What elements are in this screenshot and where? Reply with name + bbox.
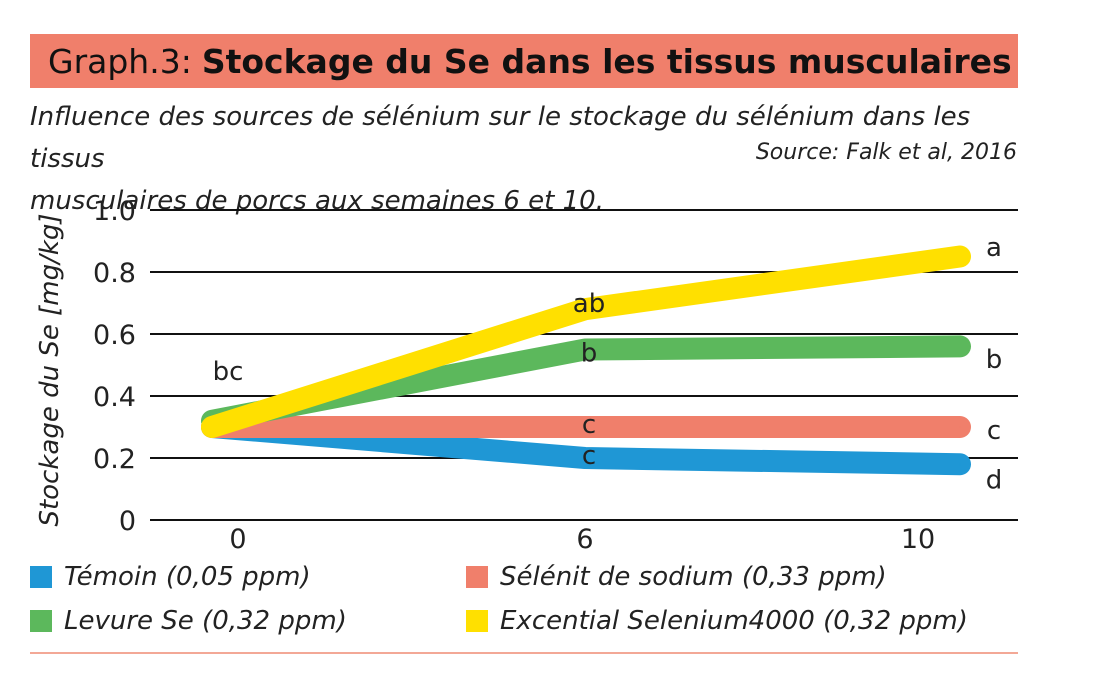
chart-subtitle-line1: Influence des sources de sélénium sur le… [30, 102, 971, 174]
significance-label: b [581, 339, 598, 369]
y-tick-label: 0.8 [93, 258, 136, 289]
legend-item: Excential Selenium4000 (0,32 ppm) [466, 606, 968, 636]
significance-label: c [582, 441, 596, 471]
legend-item: Sélénit de sodium (0,33 ppm) [466, 562, 887, 592]
significance-label: c [582, 410, 596, 440]
legend-label: Témoin (0,05 ppm) [64, 562, 311, 592]
legend-swatch [466, 566, 488, 588]
chart-title-prefix: Graph.3: [48, 41, 192, 81]
series-point [211, 426, 213, 428]
legend-swatch [466, 610, 488, 632]
bottom-divider [30, 652, 1018, 654]
chart-title: Stockage du Se dans les tissus musculair… [201, 41, 1012, 81]
series-point [959, 345, 961, 348]
series-point [959, 426, 961, 428]
significance-label: bc [213, 357, 244, 387]
legend-item: Levure Se (0,32 ppm) [30, 606, 347, 636]
significance-label: d [986, 466, 1003, 496]
x-tick-label: 6 [576, 524, 593, 555]
y-axis-label: Stockage du Se [mg/kg] [35, 213, 65, 526]
chart-title-bar: Graph.3: Stockage du Se dans les tissus … [30, 34, 1018, 88]
y-tick-label: 0.4 [93, 382, 136, 413]
x-tick-label: 10 [901, 524, 935, 555]
legend-label: Levure Se (0,32 ppm) [64, 606, 347, 636]
series-point [584, 426, 586, 428]
series-point [584, 457, 586, 459]
series-point [959, 463, 961, 466]
legend-swatch [30, 610, 52, 632]
legend-swatch [30, 566, 52, 588]
significance-label: a [986, 233, 1002, 263]
series-point [584, 308, 586, 311]
series-point [959, 255, 961, 258]
y-tick-label: 0.6 [93, 320, 136, 351]
chart-subtitle: Influence des sources de sélénium sur le… [30, 96, 1020, 222]
y-tick-label: 0.2 [93, 444, 136, 475]
y-tick-label: 0 [119, 506, 136, 537]
significance-label: c [987, 416, 1001, 446]
legend-item: Témoin (0,05 ppm) [30, 562, 311, 592]
chart-source: Source: Falk et al, 2016 [755, 140, 1017, 165]
y-tick-label: 1.0 [93, 196, 136, 227]
series-point [584, 348, 586, 351]
significance-label: ab [573, 289, 605, 319]
significance-label: b [986, 345, 1003, 375]
x-tick-label: 0 [229, 524, 246, 555]
legend-label: Sélénit de sodium (0,33 ppm) [500, 562, 887, 592]
legend-label: Excential Selenium4000 (0,32 ppm) [500, 606, 968, 636]
